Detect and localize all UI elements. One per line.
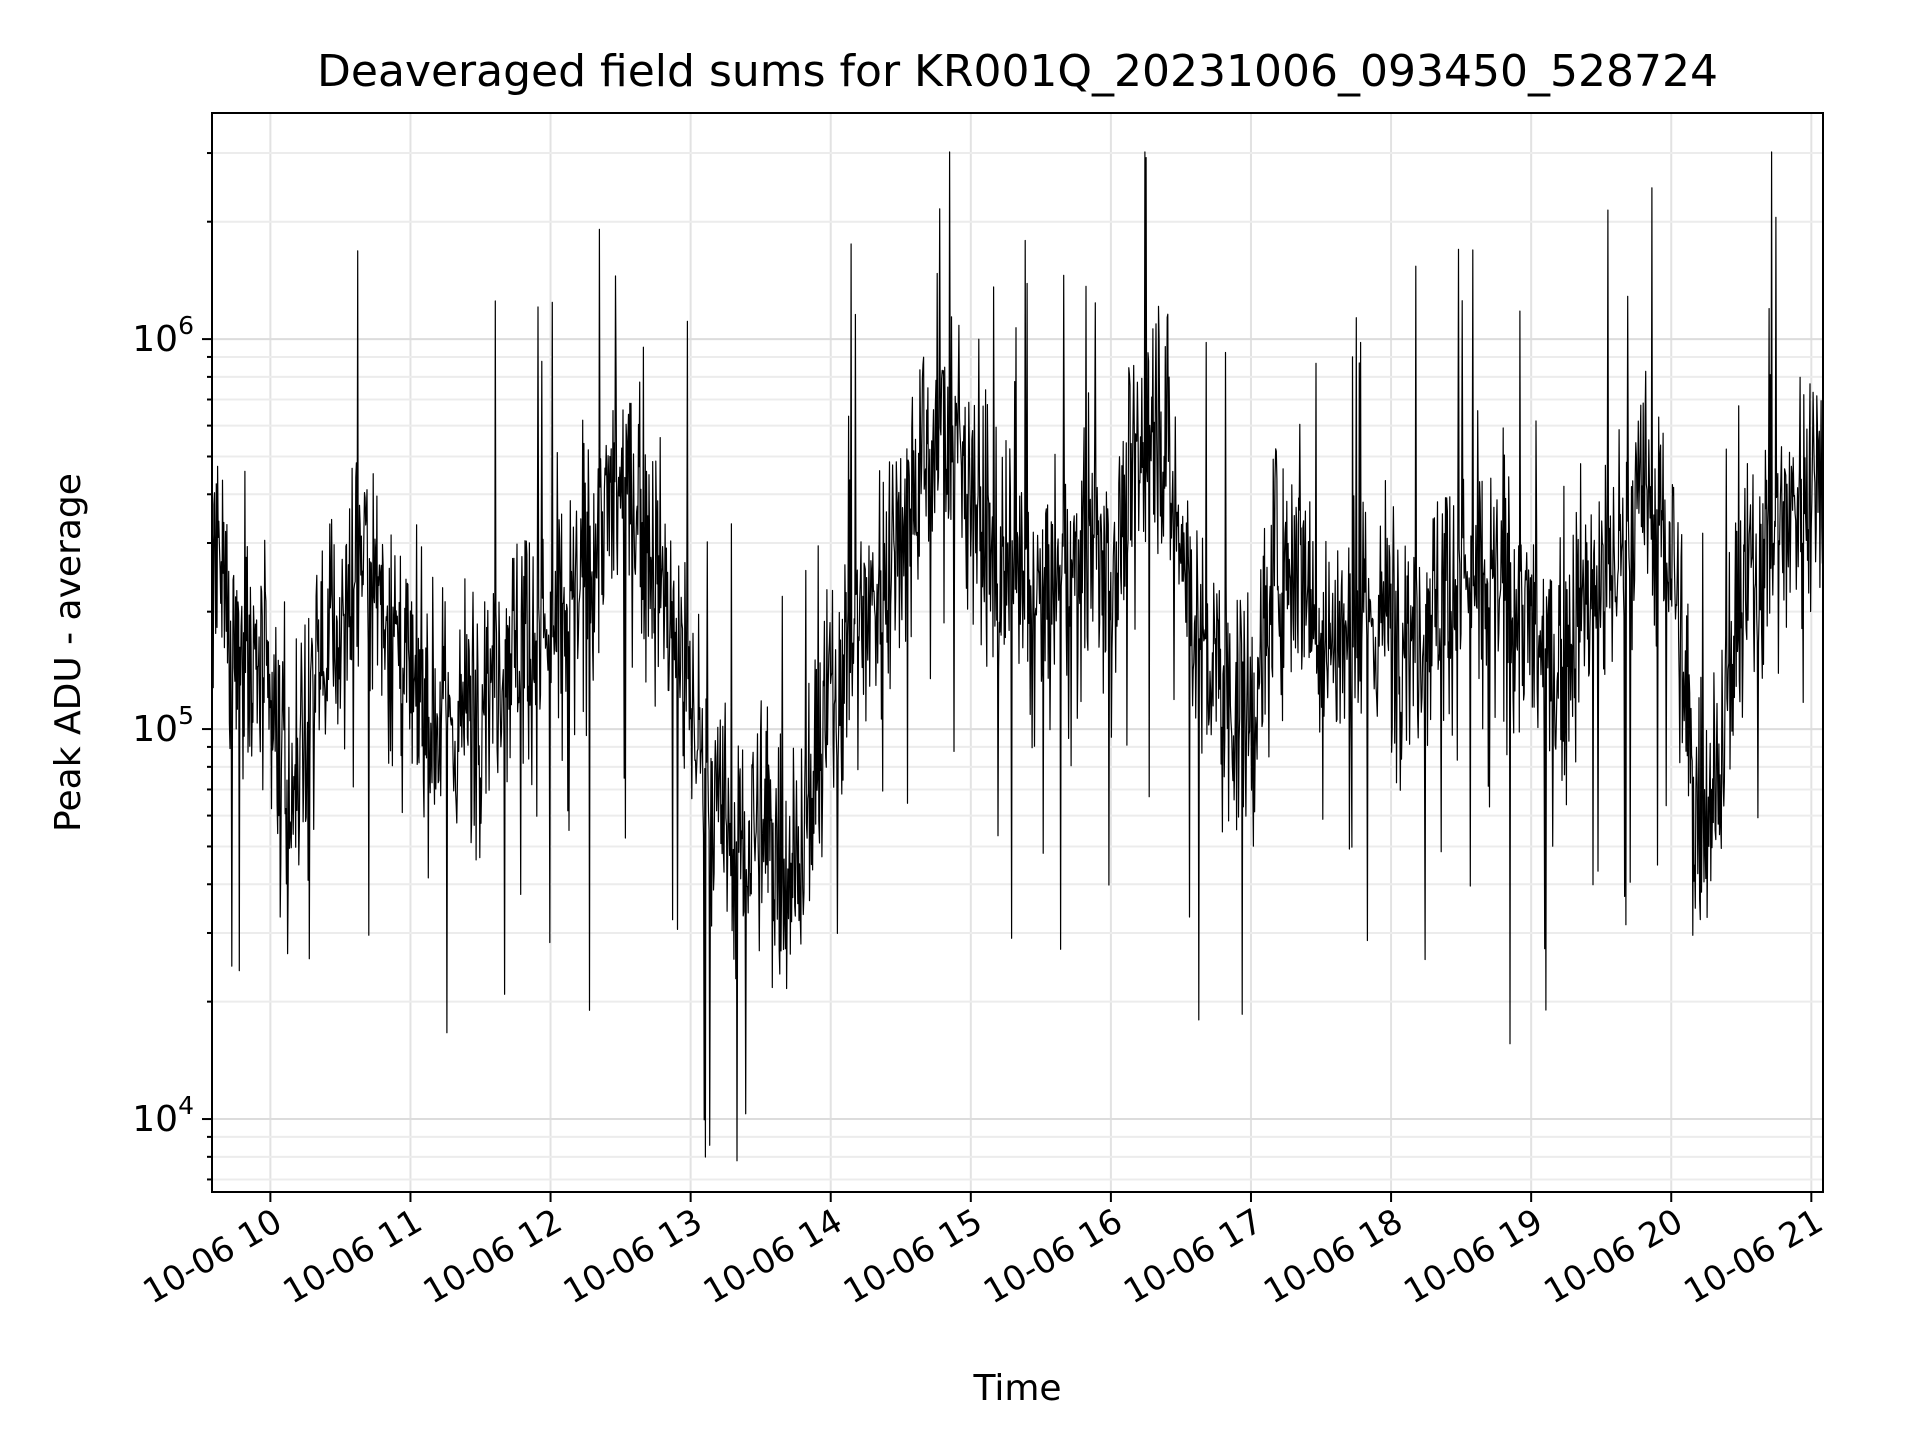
y-tick-label: 106 — [132, 311, 194, 360]
y-axis-label: Peak ADU - average — [48, 473, 89, 832]
x-axis-label: Time — [972, 1368, 1061, 1409]
series-line — [211, 151, 1824, 1162]
y-tick-label: 105 — [132, 701, 194, 750]
data-trace — [211, 151, 1824, 1162]
y-tick-label: 104 — [132, 1091, 194, 1140]
plot-frame — [211, 112, 1824, 1193]
chart-title: Deaveraged field sums for KR001Q_2023100… — [317, 46, 1718, 97]
y-axis-ticks: 104 105 106 — [132, 152, 212, 1181]
grid — [212, 113, 1823, 1192]
